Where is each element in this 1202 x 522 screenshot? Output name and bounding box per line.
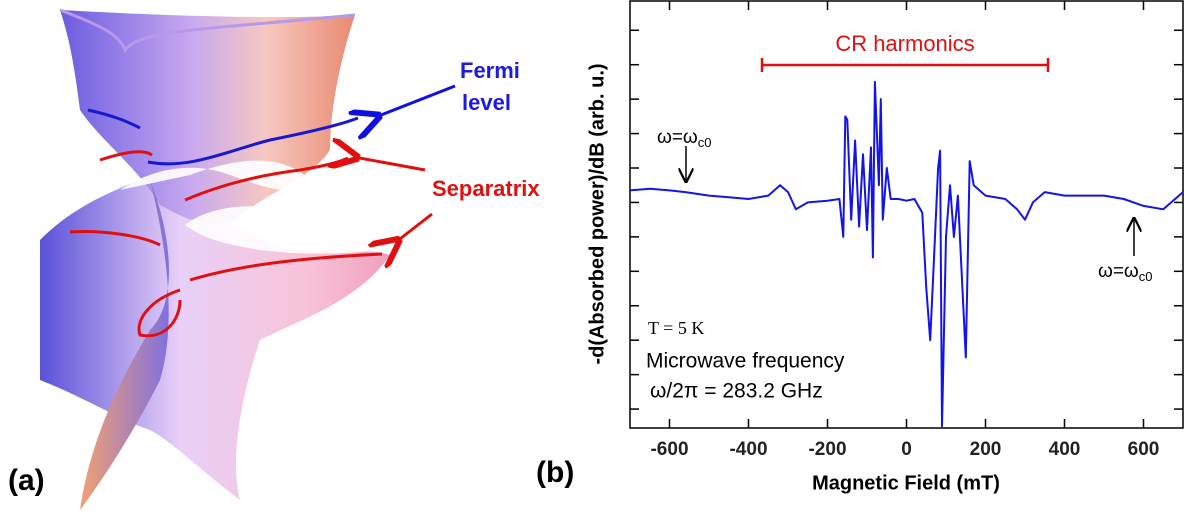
- x-tick-label: 600: [1128, 439, 1160, 460]
- separatrix-line: [69, 230, 383, 338]
- cone-rim: [59, 8, 356, 54]
- lower-cone: [80, 180, 169, 510]
- surface-gap: [185, 206, 380, 254]
- separatrix-label: Separatrix: [432, 176, 540, 201]
- x-tick-label: 400: [1049, 439, 1081, 460]
- x-axis-label: Magnetic Field (mT): [812, 472, 1000, 494]
- x-tick-label: 0: [901, 439, 912, 460]
- chart: Magnetic Field (mT) -d(Absorbed power)/d…: [586, 0, 1184, 494]
- surface-gap: [120, 160, 310, 190]
- panel-label: (b): [536, 456, 574, 489]
- fermi-arrow: [376, 84, 456, 117]
- fermi-label: level: [462, 90, 511, 115]
- panel-label: (a): [8, 464, 45, 497]
- x-tick-label: 200: [970, 439, 1002, 460]
- harmonics-label: CR harmonics: [835, 31, 974, 56]
- x-tick-label: -200: [808, 439, 846, 460]
- omega-label: ω=ωc0: [657, 127, 712, 150]
- x-tick-label: -400: [729, 439, 767, 460]
- separatrix-arrow: [354, 157, 426, 172]
- fermi-line: [87, 108, 359, 166]
- signal-line: [629, 80, 1184, 428]
- temperature-label: T = 5 K: [648, 318, 704, 338]
- surface-illustration: Fermi level Separatrix: [40, 8, 540, 510]
- fermi-label: Fermi: [460, 58, 520, 83]
- y-axis-label: -d(Absorbed power)/dB (arb. u.): [586, 63, 608, 364]
- frequency-label: Microwave frequency: [646, 350, 845, 373]
- separatrix-arrow: [396, 212, 433, 242]
- frequency-value: ω/2π = 283.2 GHz: [650, 380, 823, 403]
- omega-label: ω=ωc0: [1098, 261, 1153, 284]
- x-tick-label: -600: [650, 439, 688, 460]
